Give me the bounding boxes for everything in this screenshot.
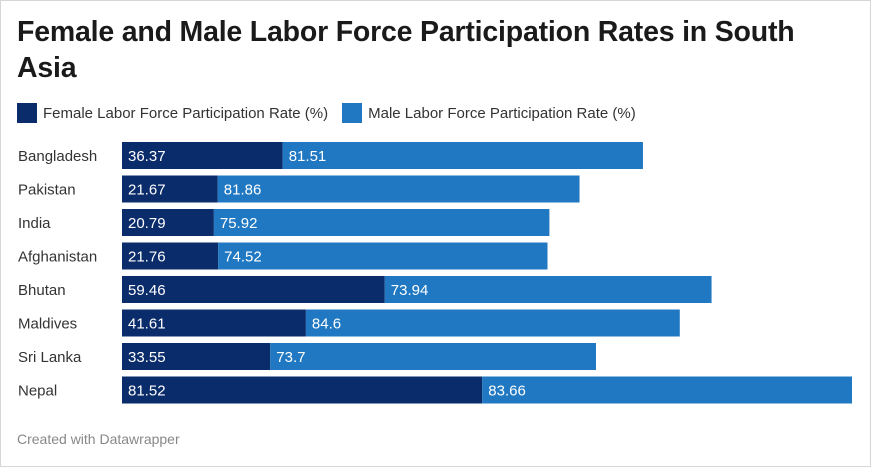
bar-male-sri-lanka	[270, 343, 596, 370]
category-label-bhutan: Bhutan	[18, 282, 66, 299]
value-label-male-pakistan: 81.86	[224, 182, 262, 199]
value-label-male-sri-lanka: 73.7	[276, 349, 305, 366]
value-label-male-bangladesh: 81.51	[289, 148, 327, 165]
value-label-female-afghanistan: 21.76	[128, 249, 166, 266]
category-label-maldives: Maldives	[18, 316, 77, 333]
category-label-sri-lanka: Sri Lanka	[18, 349, 82, 366]
footer-credit: Created with Datawrapper	[17, 431, 180, 447]
value-label-female-sri-lanka: 33.55	[128, 349, 166, 366]
category-label-nepal: Nepal	[18, 383, 57, 400]
legend-item-female: Female Labor Force Participation Rate (%…	[17, 103, 328, 123]
bar-female-nepal	[122, 376, 483, 404]
category-label-pakistan: Pakistan	[18, 182, 76, 199]
value-label-male-india: 75.92	[220, 215, 258, 232]
bar-female-india	[122, 209, 214, 236]
category-label-afghanistan: Afghanistan	[18, 249, 97, 266]
value-label-female-india: 20.79	[128, 215, 166, 232]
bar-male-pakistan	[217, 175, 580, 203]
bar-male-india	[213, 209, 550, 236]
bar-female-afghanistan	[122, 242, 219, 270]
legend-swatch-female	[17, 103, 37, 123]
value-label-female-bhutan: 59.46	[128, 282, 166, 299]
legend-swatch-male	[342, 103, 363, 123]
value-label-male-maldives: 84.6	[312, 316, 341, 333]
value-label-female-nepal: 81.52	[128, 383, 166, 400]
bar-female-sri-lanka	[122, 343, 271, 370]
bar-male-afghanistan	[218, 242, 548, 270]
bar-female-bangladesh	[122, 142, 283, 169]
bar-female-maldives	[122, 309, 306, 337]
bar-male-bangladesh	[282, 142, 643, 169]
value-label-male-afghanistan: 74.52	[224, 249, 262, 266]
value-label-female-pakistan: 21.67	[128, 182, 166, 199]
bar-male-bhutan	[384, 276, 712, 303]
bar-male-maldives	[305, 309, 680, 337]
chart-title: Female and Male Labor Force Participatio…	[17, 16, 795, 84]
value-label-male-bhutan: 73.94	[391, 282, 429, 299]
bar-male-nepal	[482, 376, 852, 404]
value-label-female-maldives: 41.61	[128, 316, 166, 333]
legend: Female Labor Force Participation Rate (%…	[17, 103, 650, 123]
value-label-male-nepal: 83.66	[488, 383, 526, 400]
bar-female-bhutan	[122, 276, 385, 303]
value-label-female-bangladesh: 36.37	[128, 148, 166, 165]
legend-label-male: Male Labor Force Participation Rate (%)	[368, 104, 636, 122]
legend-item-male: Male Labor Force Participation Rate (%)	[342, 103, 636, 123]
category-label-india: India	[18, 215, 51, 232]
category-label-bangladesh: Bangladesh	[18, 148, 97, 165]
bar-female-pakistan	[122, 175, 218, 203]
legend-label-female: Female Labor Force Participation Rate (%…	[43, 104, 329, 122]
